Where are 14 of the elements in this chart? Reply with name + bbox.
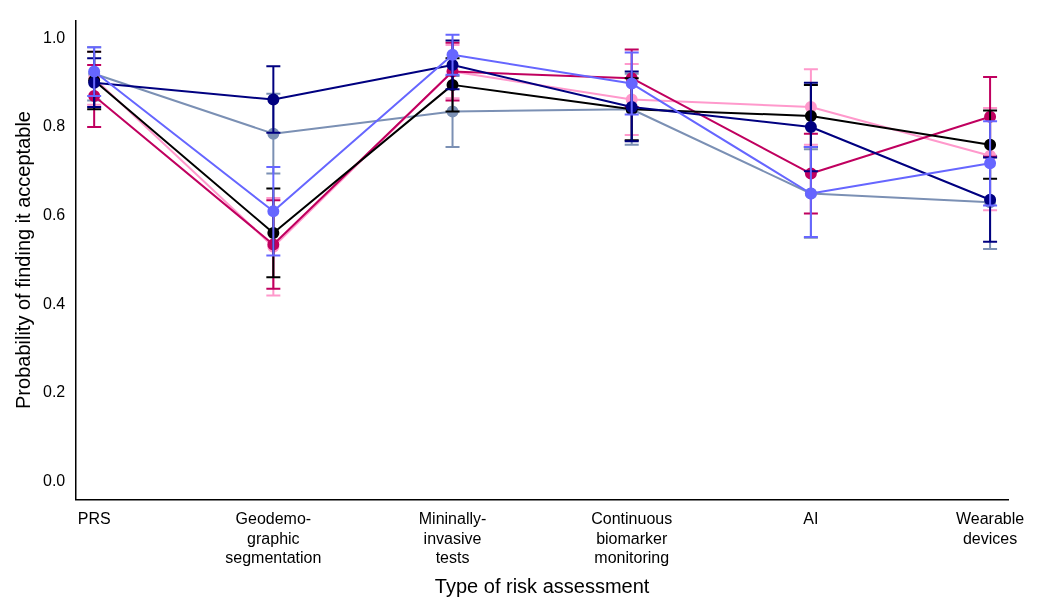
y-tick-label: 1.0 — [42, 28, 66, 46]
x-tick-label: Mininally- invasive tests — [418, 510, 487, 566]
y-tick-label: 0.8 — [42, 117, 66, 135]
x-tick-label: Wearable devices — [955, 510, 1025, 547]
y-axis-title: Probability of finding it acceptable — [11, 111, 34, 409]
x-tick-label: AI — [803, 510, 819, 528]
y-tick-label: 0.2 — [42, 383, 66, 401]
y-tick-label: 0.4 — [42, 294, 66, 312]
x-tick-label: Geodemo- graphic segmentation — [225, 510, 322, 566]
y-tick-label: 0.6 — [42, 206, 66, 224]
y-tick-label: 0.0 — [42, 472, 66, 490]
x-axis-title: Type of risk assessment — [434, 574, 650, 597]
x-tick-label: Continuous biomarker monitoring — [591, 510, 673, 566]
x-tick-label: PRS — [77, 510, 111, 528]
